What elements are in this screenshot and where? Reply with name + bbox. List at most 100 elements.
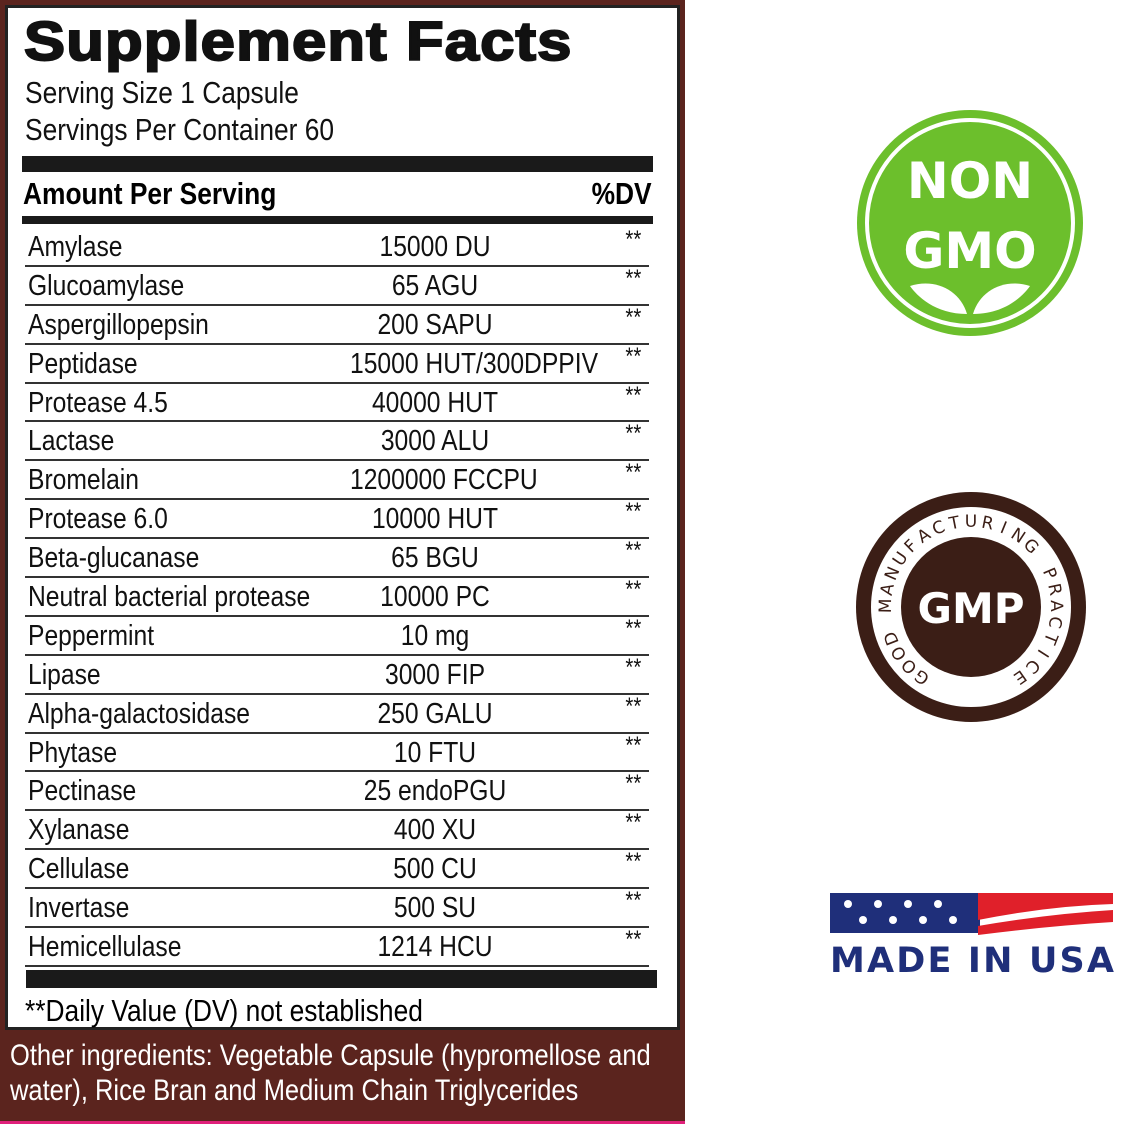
gmp-ring-char: R: [1043, 582, 1065, 598]
ingredient-row: Xylanase 400 XU **: [25, 809, 649, 851]
ingredient-row: Alpha-galactosidase 250 GALU **: [25, 692, 649, 734]
ingredient-table: Amylase 15000 DU ** Glucoamylase 65 AGU ** Asp…: [25, 226, 649, 967]
ingredient-dv: **: [625, 926, 642, 954]
ingredient-dv: **: [625, 653, 642, 681]
ingredient-name: Lactase: [28, 425, 115, 458]
facts-box: Supplement Facts Serving Size 1 Capsule …: [5, 5, 680, 1030]
ingredient-row: Cellulase 500 CU **: [25, 848, 649, 890]
ingredient-row: Neutral bacterial protease 10000 PC **: [25, 576, 649, 617]
ingredient-dv: **: [625, 459, 642, 487]
amount-header: Amount Per Serving: [23, 176, 277, 211]
footnote: **Daily Value (DV) not established: [25, 993, 423, 1028]
ingredient-name: Amylase: [28, 231, 123, 263]
ingredient-name: Peptidase: [28, 347, 138, 380]
ingredient-row: Invertase 500 SU **: [25, 887, 649, 929]
ingredient-amount: 15000 HUT/300DPPIV: [350, 347, 599, 380]
ingredient-row: Glucoamylase 65 AGU **: [25, 264, 649, 306]
made-in-usa-badge: MADE IN USA: [830, 893, 1114, 980]
ingredient-row: Peppermint 10 mg **: [25, 614, 649, 656]
ingredient-dv: **: [625, 342, 642, 370]
non-gmo-line1: NON: [907, 152, 1033, 210]
ingredient-row: Pectinase 25 endoPGU **: [25, 770, 649, 812]
ingredient-amount: 10 mg: [400, 619, 470, 652]
ingredient-dv: **: [625, 303, 642, 331]
ingredient-name: Alpha-galactosidase: [28, 697, 250, 730]
ingredient-dv: **: [625, 226, 642, 253]
ingredient-dv: **: [625, 848, 642, 876]
ingredient-row: Bromelain 1200000 FCCPU **: [25, 459, 649, 501]
ingredient-amount: 500 SU: [393, 892, 477, 925]
divider-medium: [22, 216, 653, 224]
ingredient-dv: **: [625, 576, 642, 604]
made-in-usa-text: MADE IN USA: [830, 941, 1114, 980]
ingredient-row: Protease 4.5 40000 HUT **: [25, 381, 649, 423]
ingredient-amount: 10000 PC: [380, 581, 490, 614]
non-gmo-badge: NON GMO: [857, 110, 1083, 336]
ingredient-amount: 40000 HUT: [371, 386, 499, 419]
ingredient-dv: **: [625, 498, 642, 526]
ingredient-name: Pectinase: [28, 775, 137, 808]
gmp-ring-char: R: [980, 513, 996, 535]
supplement-facts-panel: Supplement Facts Serving Size 1 Capsule …: [0, 0, 685, 1124]
ingredient-name: Beta-glucanase: [28, 542, 200, 575]
ingredient-row: Protease 6.0 10000 HUT **: [25, 498, 649, 540]
ingredient-name: Bromelain: [28, 464, 139, 497]
ingredient-row: Beta-glucanase 65 BGU **: [25, 537, 649, 579]
ingredient-amount: 10 FTU: [393, 736, 477, 769]
ingredient-row: Lactase 3000 ALU **: [25, 420, 649, 462]
ingredient-name: Hemicellulase: [28, 931, 182, 964]
ingredient-dv: **: [625, 264, 642, 292]
ingredient-amount: 400 XU: [393, 814, 477, 847]
ingredient-dv: **: [625, 887, 642, 915]
leaf-icon: [910, 283, 1030, 314]
ingredient-dv: **: [625, 381, 642, 409]
ingredient-amount: 10000 HUT: [371, 503, 499, 536]
ingredient-row: Aspergillopepsin 200 SAPU **: [25, 303, 649, 345]
non-gmo-line2: GMO: [903, 222, 1036, 280]
panel-title: Supplement Facts: [23, 10, 573, 72]
ingredient-dv: **: [625, 770, 642, 798]
other-ingredients: Other ingredients: Vegetable Capsule (hy…: [10, 1039, 651, 1107]
ingredient-amount: 200 SAPU: [377, 308, 493, 341]
ingredient-amount: 500 CU: [393, 853, 477, 886]
ingredient-name: Neutral bacterial protease: [28, 581, 311, 614]
dv-header: %DV: [591, 176, 652, 211]
ingredient-name: Protease 4.5: [28, 386, 168, 419]
ingredient-amount: 15000 DU: [379, 231, 491, 263]
divider-thick-bottom: [26, 970, 657, 988]
gmp-ring-char: C: [1044, 615, 1066, 630]
ingredient-dv: **: [625, 692, 642, 720]
ingredient-amount: 3000 FIP: [384, 658, 486, 691]
ingredient-name: Glucoamylase: [28, 269, 185, 302]
ingredient-row: Phytase 10 FTU **: [25, 732, 649, 773]
ingredient-name: Protease 6.0: [28, 503, 168, 536]
ingredient-row: Amylase 15000 DU **: [25, 226, 649, 267]
ingredient-amount: 1200000 FCCPU: [350, 464, 538, 497]
ingredient-dv: **: [625, 420, 642, 448]
serving-size: Serving Size 1 Capsule: [25, 75, 299, 110]
divider-thick: [22, 156, 653, 172]
ingredient-name: Phytase: [28, 736, 118, 769]
gmp-ring-char: T: [947, 513, 963, 535]
ingredient-dv: **: [625, 614, 642, 642]
ingredient-amount: 65 AGU: [391, 269, 479, 302]
ingredient-row: Hemicellulase 1214 HCU **: [25, 926, 649, 967]
ingredient-amount: 3000 ALU: [380, 425, 490, 458]
ingredient-row: Peptidase 15000 HUT/300DPPIV **: [25, 342, 649, 384]
ingredient-amount: 65 BGU: [391, 542, 479, 575]
ingredient-row: Lipase 3000 FIP **: [25, 653, 649, 695]
ingredient-name: Lipase: [28, 658, 101, 691]
ingredient-name: Aspergillopepsin: [28, 308, 209, 341]
gmp-text: GMP: [917, 584, 1024, 633]
ingredient-name: Peppermint: [28, 619, 155, 652]
ingredient-name: Xylanase: [28, 814, 130, 847]
ingredient-amount: 1214 HCU: [377, 931, 493, 964]
ingredient-dv: **: [625, 537, 642, 565]
ingredient-name: Invertase: [28, 892, 130, 925]
ingredient-amount: 25 endoPGU: [363, 775, 507, 808]
gmp-ring-char: A: [1046, 600, 1066, 612]
gmp-ring-char: A: [877, 581, 899, 597]
us-flag-icon: [830, 893, 1113, 935]
gmp-ring-char: U: [965, 512, 977, 532]
